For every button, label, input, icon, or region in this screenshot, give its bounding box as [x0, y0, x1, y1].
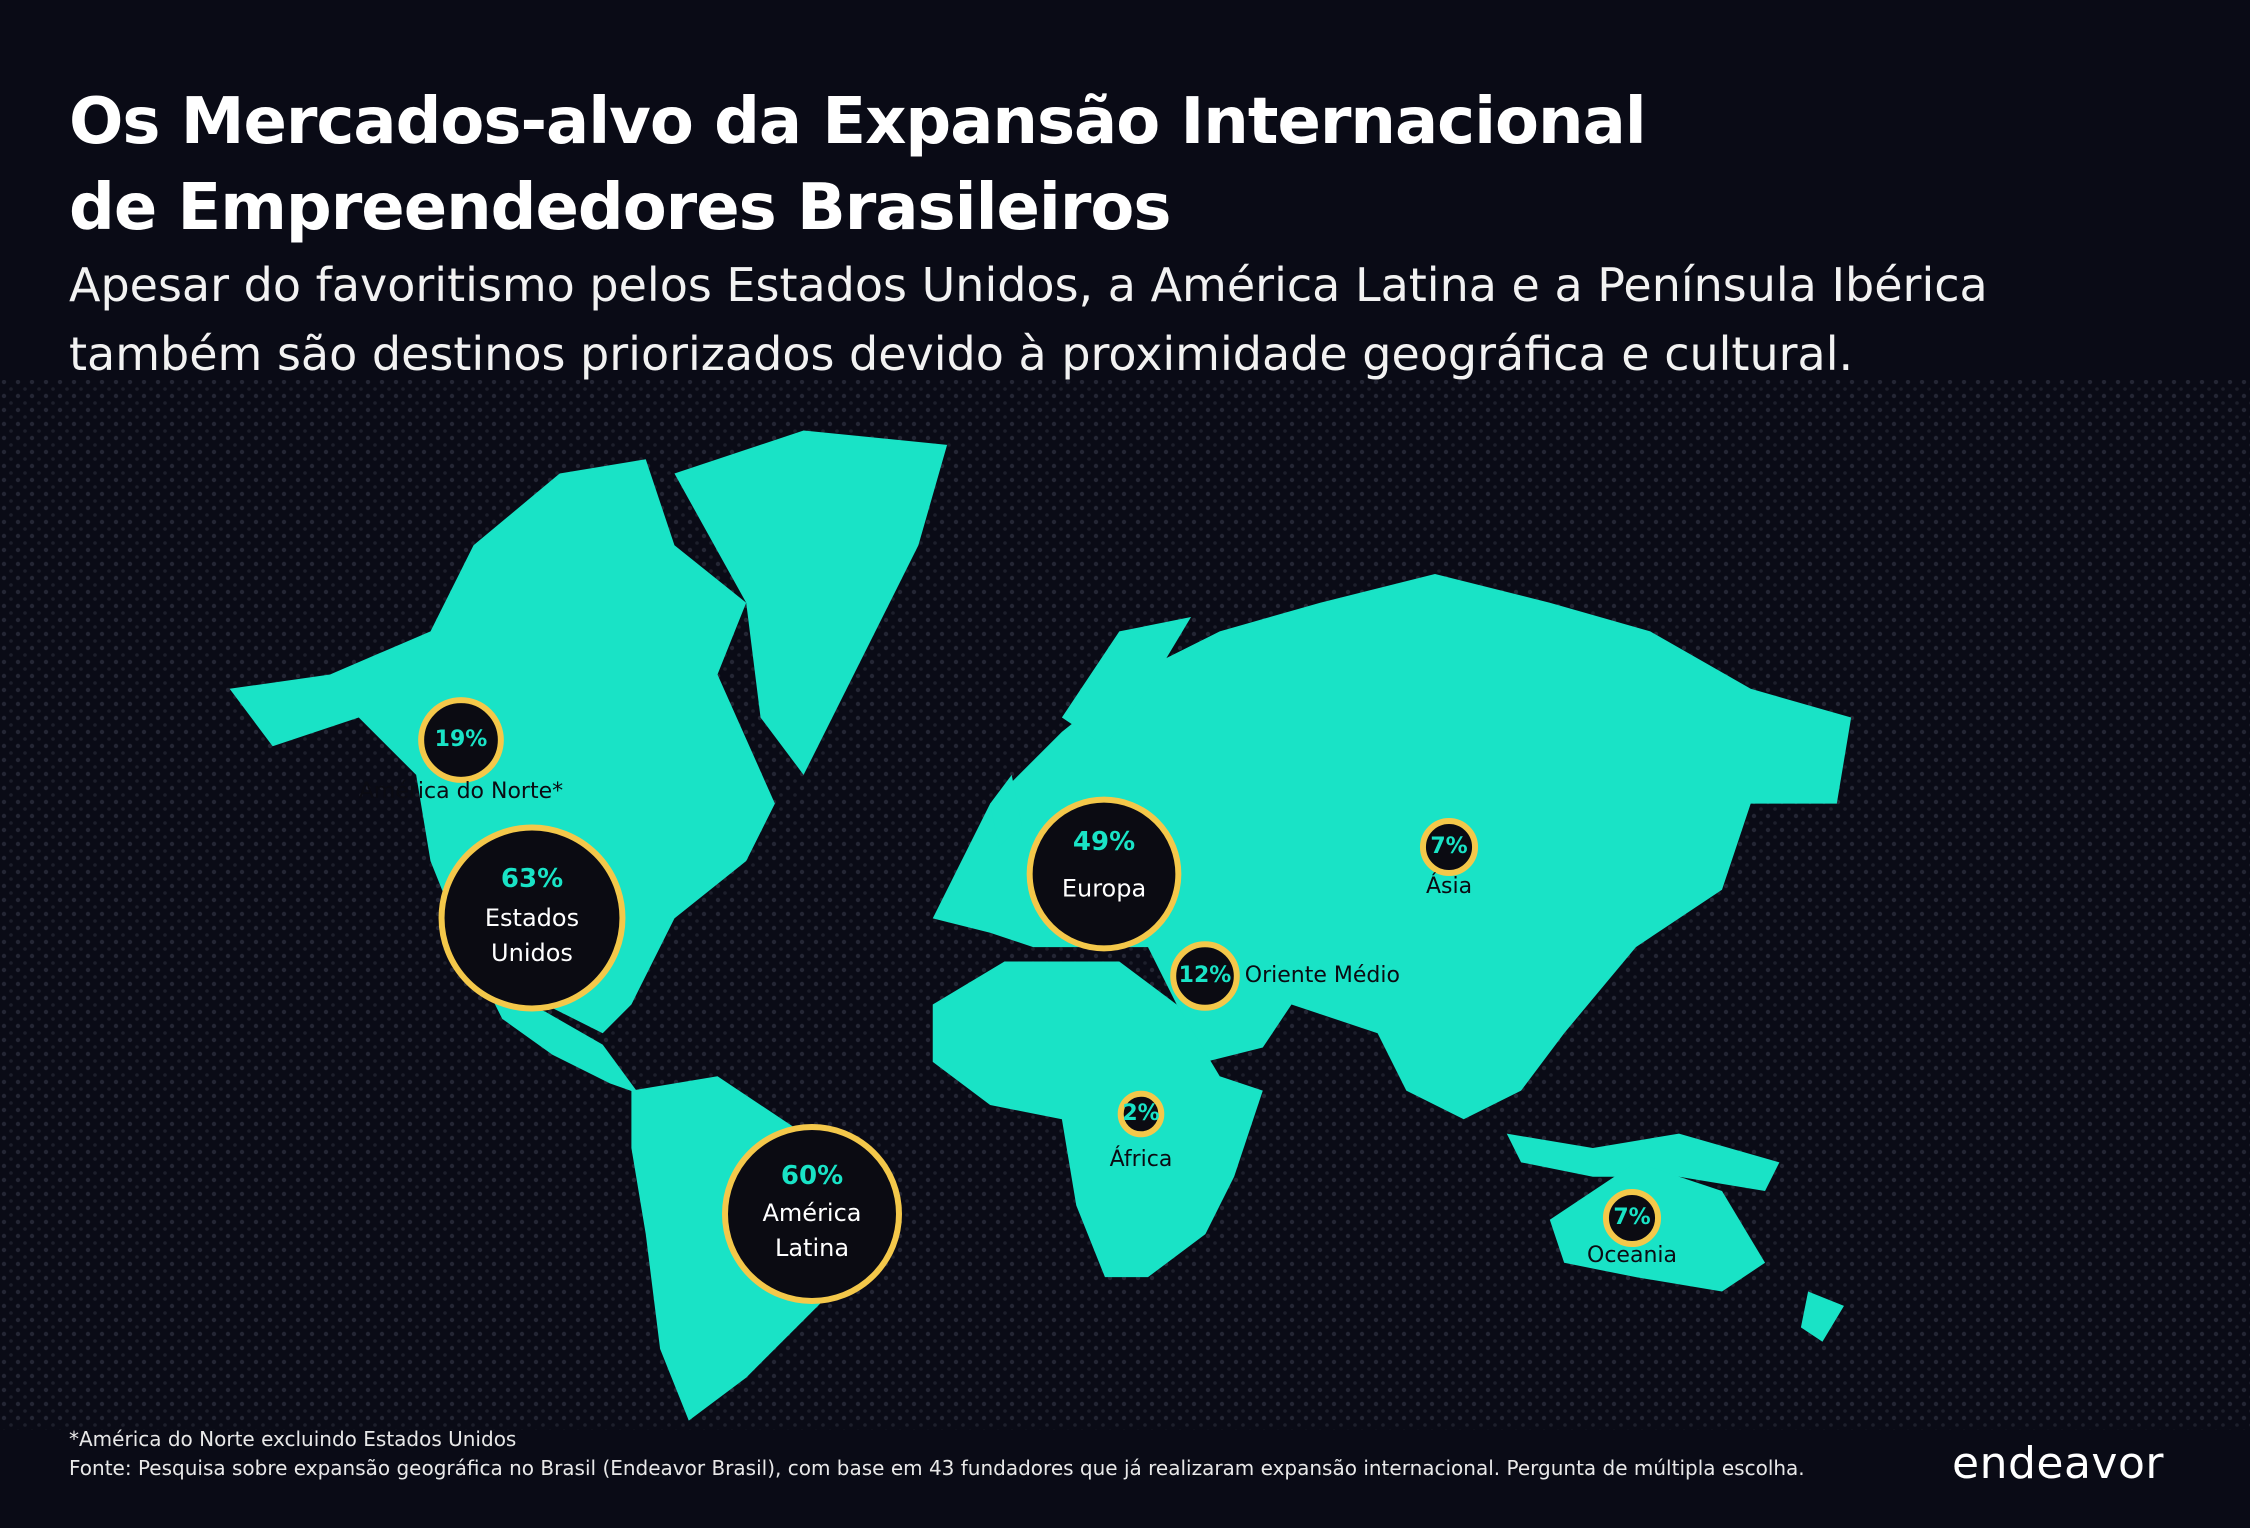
region-label: Estados Unidos [484, 904, 580, 968]
region-label: Oriente Médio [1244, 963, 1400, 989]
logo: endeavor [1952, 1438, 2164, 1489]
scandinavia [1061, 617, 1192, 747]
new-zealand [1800, 1291, 1844, 1342]
bubble [1170, 941, 1240, 1011]
region-label: Europa [1061, 874, 1147, 903]
value-label: 63% [500, 864, 564, 895]
value-label: 7% [1613, 1205, 1651, 1231]
footnote: *América do Norte excluindo Estados Unid… [69, 1427, 517, 1451]
bubble [418, 697, 504, 783]
value-label: 2% [1122, 1101, 1160, 1127]
bubble [722, 1124, 902, 1304]
region-label: Oceania [1587, 1243, 1677, 1269]
value-label: 12% [1178, 963, 1232, 989]
bubble [1602, 1188, 1662, 1248]
bubble [438, 824, 626, 1012]
eurasia [932, 574, 1852, 1120]
title: Os Mercados-alvo da Expansão Internacion… [69, 85, 1647, 159]
value-label: 49% [1072, 826, 1136, 857]
bubble [1026, 796, 1182, 952]
uk [990, 774, 1022, 847]
title: de Empreendedores Brasileiros [69, 171, 1171, 245]
source: Fonte: Pesquisa sobre expansão geográfic… [69, 1456, 1805, 1480]
subtitle: também são destinos priorizados devido à… [69, 327, 1854, 381]
region-label: América do Norte* [358, 779, 564, 805]
region-label: América Latina [762, 1199, 862, 1263]
indonesia [1506, 1133, 1780, 1192]
bubble [1117, 1090, 1165, 1138]
value-label: 60% [780, 1161, 844, 1192]
value-label: 19% [434, 727, 488, 753]
central-america [487, 990, 639, 1094]
region-label: Ásia [1425, 874, 1473, 900]
value-label: 7% [1430, 834, 1468, 860]
region-label: África [1109, 1147, 1173, 1173]
subtitle: Apesar do favoritismo pelos Estados Unid… [69, 258, 1988, 312]
bubble [1419, 817, 1479, 877]
greenland [674, 430, 948, 775]
africa [932, 961, 1263, 1278]
